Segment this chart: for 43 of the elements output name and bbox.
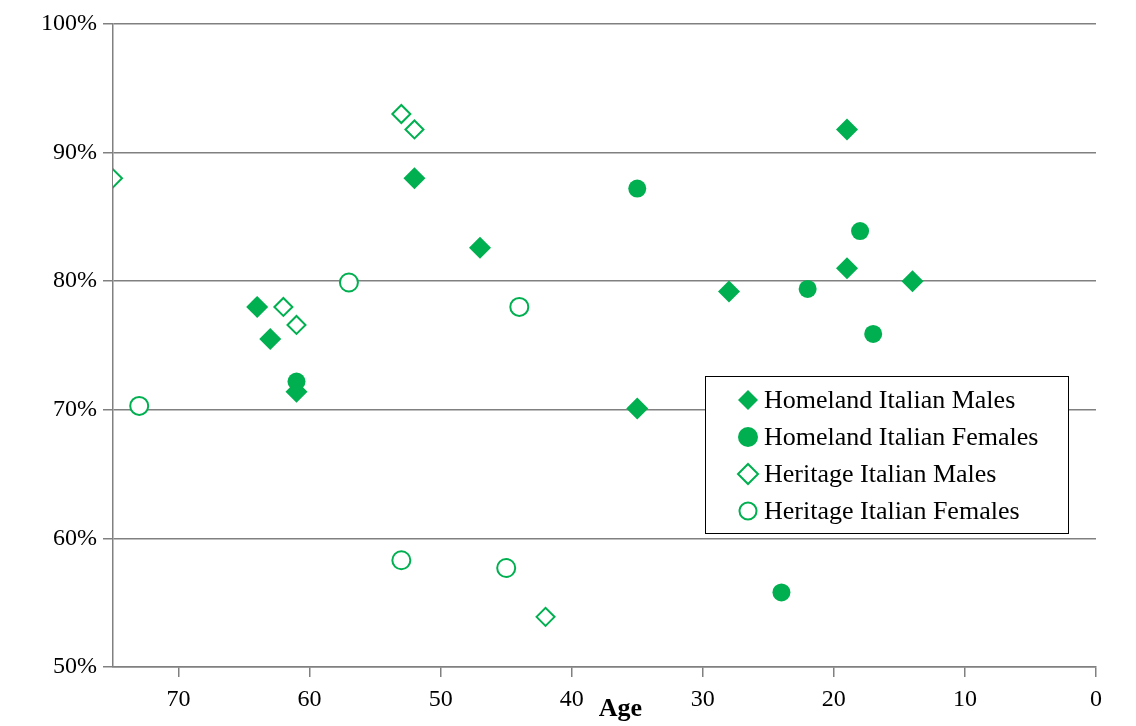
point bbox=[246, 295, 269, 318]
x-axis-title: Age bbox=[598, 692, 643, 722]
point bbox=[798, 279, 817, 298]
legend-label: Homeland Italian Males bbox=[764, 384, 1016, 416]
point bbox=[391, 550, 412, 571]
point bbox=[286, 314, 307, 335]
point bbox=[259, 328, 282, 351]
x-tick-label: 70 bbox=[166, 684, 191, 711]
x-tick-label: 0 bbox=[1090, 684, 1102, 711]
point bbox=[901, 270, 924, 293]
legend-label: Homeland Italian Females bbox=[764, 421, 1039, 453]
y-tick-label: 60% bbox=[53, 523, 97, 550]
point bbox=[404, 119, 425, 140]
point bbox=[509, 296, 530, 317]
point bbox=[535, 606, 556, 627]
x-tick-label: 50 bbox=[428, 684, 453, 711]
point bbox=[496, 557, 517, 578]
x-tick-label: 20 bbox=[821, 684, 846, 711]
legend-label: Heritage Italian Males bbox=[764, 458, 997, 490]
point bbox=[864, 324, 883, 343]
y-tick-label: 100% bbox=[41, 9, 97, 36]
point bbox=[628, 179, 647, 198]
point bbox=[718, 280, 741, 303]
point bbox=[129, 395, 150, 416]
x-tick-label: 40 bbox=[559, 684, 584, 711]
x-tick-label: 10 bbox=[952, 684, 977, 711]
point bbox=[772, 583, 791, 602]
point bbox=[468, 236, 491, 259]
x-tick-label: 60 bbox=[297, 684, 322, 711]
y-tick-label: 80% bbox=[53, 266, 97, 293]
y-tick-label: 90% bbox=[53, 137, 97, 164]
point bbox=[273, 296, 294, 317]
point bbox=[626, 397, 649, 420]
point bbox=[835, 118, 858, 141]
point bbox=[851, 222, 870, 241]
y-tick-label: 70% bbox=[53, 395, 97, 422]
point bbox=[338, 272, 359, 293]
point bbox=[835, 257, 858, 280]
x-tick-label: 30 bbox=[690, 684, 715, 711]
y-tick-label: 50% bbox=[53, 652, 97, 679]
legend-label: Heritage Italian Females bbox=[764, 495, 1020, 527]
point bbox=[403, 167, 426, 190]
point bbox=[391, 104, 412, 125]
